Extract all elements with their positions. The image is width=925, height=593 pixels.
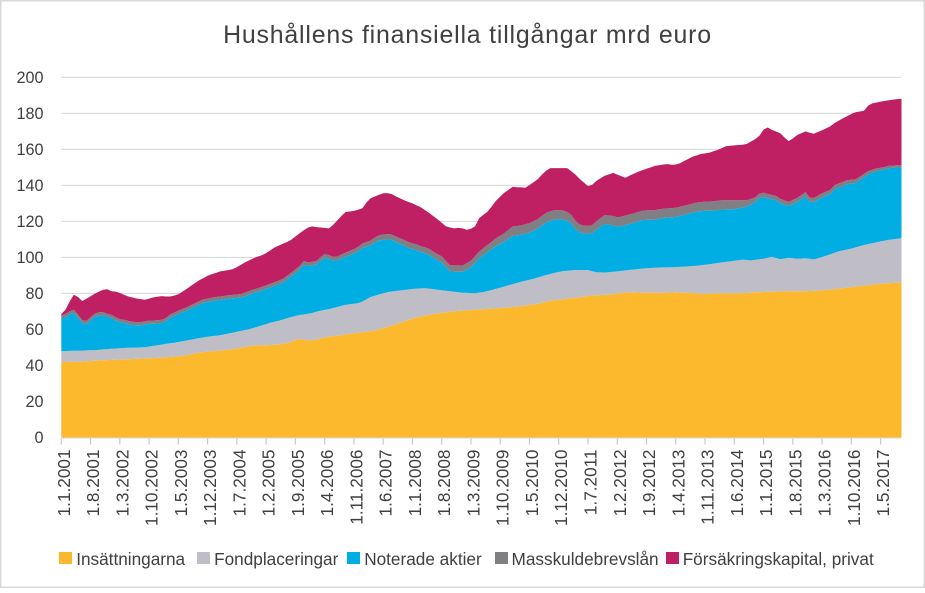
svg-text:1.11.2013: 1.11.2013 <box>698 450 718 525</box>
svg-text:1.6.2014: 1.6.2014 <box>727 449 747 516</box>
svg-text:1.4.2006: 1.4.2006 <box>317 450 337 517</box>
svg-text:1.7.2011: 1.7.2011 <box>580 450 600 516</box>
svg-text:80: 80 <box>25 285 43 303</box>
svg-text:0: 0 <box>34 429 43 447</box>
svg-text:1.1.2008: 1.1.2008 <box>405 450 425 517</box>
svg-text:1.12.2003: 1.12.2003 <box>200 450 220 526</box>
svg-text:160: 160 <box>16 141 43 159</box>
svg-text:1.12.2010: 1.12.2010 <box>551 450 571 526</box>
svg-text:140: 140 <box>16 177 43 195</box>
svg-text:120: 120 <box>16 213 43 231</box>
svg-text:20: 20 <box>25 393 43 411</box>
svg-text:1.10.2002: 1.10.2002 <box>142 450 162 526</box>
svg-text:1.7.2004: 1.7.2004 <box>229 449 249 516</box>
svg-text:1.8.2015: 1.8.2015 <box>785 450 805 517</box>
svg-text:1.9.2012: 1.9.2012 <box>639 450 659 517</box>
svg-text:40: 40 <box>25 357 43 375</box>
svg-text:1.3.2009: 1.3.2009 <box>463 450 483 517</box>
svg-text:1.3.2016: 1.3.2016 <box>815 450 835 517</box>
svg-text:1.2.2012: 1.2.2012 <box>610 450 630 517</box>
svg-text:60: 60 <box>25 321 43 339</box>
svg-text:1.5.2010: 1.5.2010 <box>522 450 542 517</box>
svg-text:1.5.2017: 1.5.2017 <box>873 450 893 517</box>
svg-text:1.10.2009: 1.10.2009 <box>493 449 513 525</box>
svg-text:1.1.2001: 1.1.2001 <box>54 450 74 517</box>
svg-text:200: 200 <box>16 69 43 87</box>
svg-text:1.6.2007: 1.6.2007 <box>376 450 396 517</box>
svg-text:1.11.2006: 1.11.2006 <box>346 450 366 525</box>
svg-text:100: 100 <box>16 249 43 267</box>
svg-text:1.4.2013: 1.4.2013 <box>668 450 688 517</box>
svg-text:180: 180 <box>16 105 43 123</box>
svg-text:1.1.2015: 1.1.2015 <box>756 450 776 517</box>
svg-text:1.8.2008: 1.8.2008 <box>434 450 454 517</box>
svg-text:1.5.2003: 1.5.2003 <box>171 450 191 517</box>
svg-text:1.9.2005: 1.9.2005 <box>288 450 308 517</box>
svg-text:1.3.2002: 1.3.2002 <box>112 450 132 517</box>
svg-text:1.8.2001: 1.8.2001 <box>83 450 103 517</box>
svg-text:1.2.2005: 1.2.2005 <box>259 450 279 517</box>
svg-text:1.10.2016: 1.10.2016 <box>844 450 864 526</box>
